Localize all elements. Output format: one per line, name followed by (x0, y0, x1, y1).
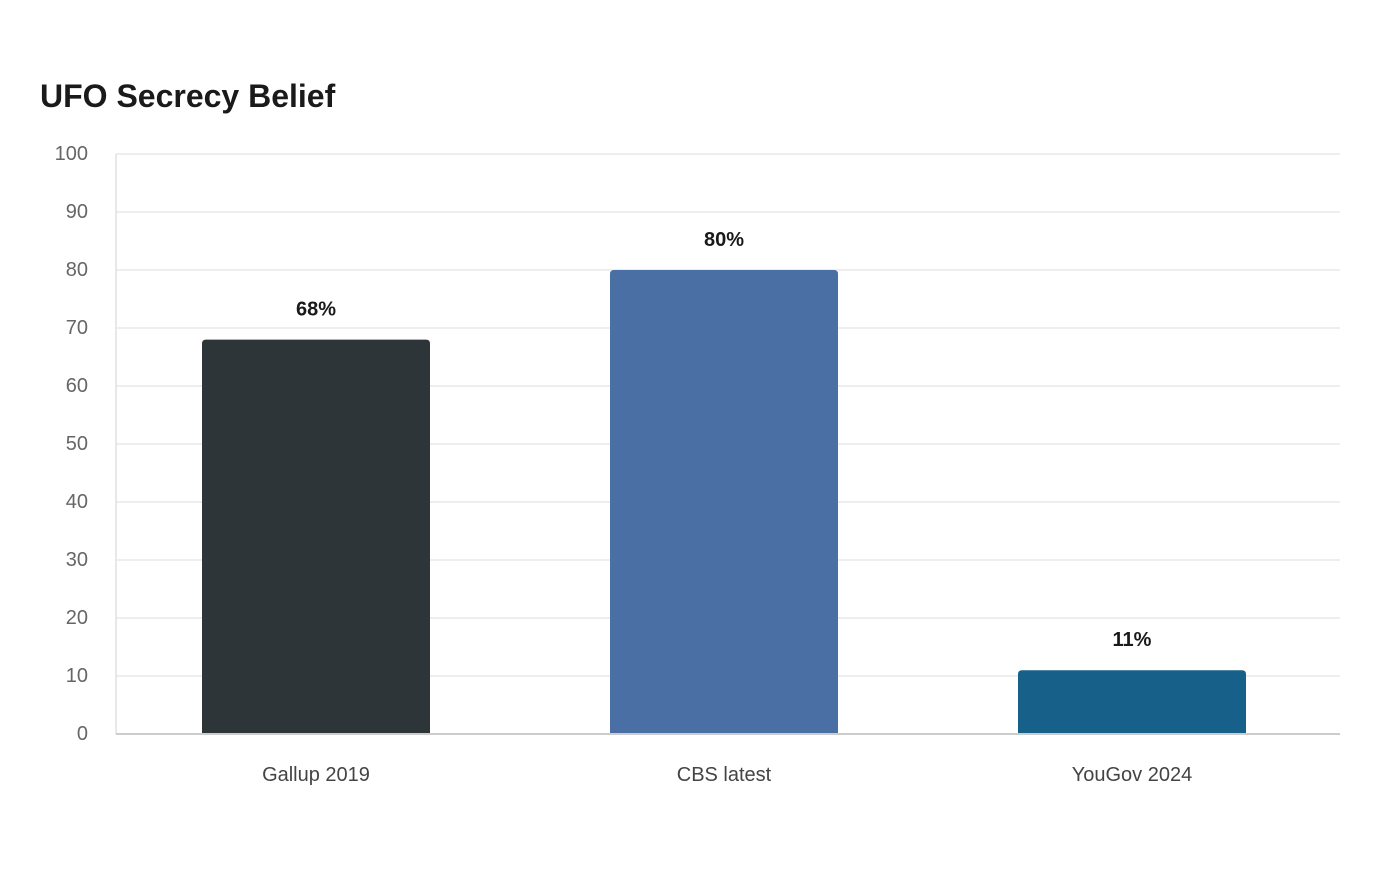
y-tick-label: 60 (66, 375, 88, 397)
bar-value-label: 11% (1113, 629, 1152, 651)
y-tick-label: 30 (66, 549, 88, 571)
y-tick-label: 100 (55, 143, 88, 165)
bars (202, 270, 1246, 734)
x-category-label: Gallup 2019 (262, 764, 370, 786)
bar-value-label: 80% (704, 229, 744, 251)
y-tick-label: 0 (77, 723, 88, 745)
chart-title: UFO Secrecy Belief (40, 78, 336, 114)
y-tick-label: 90 (66, 201, 88, 223)
y-tick-label: 20 (66, 607, 88, 629)
y-tick-label: 10 (66, 665, 88, 687)
x-category-label: CBS latest (677, 764, 772, 786)
y-tick-label: 70 (66, 317, 88, 339)
x-category-label: YouGov 2024 (1072, 764, 1192, 786)
bar (202, 339, 430, 734)
bar (1018, 670, 1246, 734)
bar-value-label: 68% (296, 299, 336, 321)
bar (610, 270, 838, 734)
x-axis-categories: Gallup 2019 CBS latest YouGov 2024 (262, 764, 1192, 786)
y-tick-label: 50 (66, 433, 88, 455)
data-labels: 68% 80% 11% (296, 229, 1152, 651)
y-tick-label: 80 (66, 259, 88, 281)
y-axis-ticks: 0 10 20 30 40 50 60 70 80 90 100 (55, 143, 88, 745)
y-tick-label: 40 (66, 491, 88, 513)
